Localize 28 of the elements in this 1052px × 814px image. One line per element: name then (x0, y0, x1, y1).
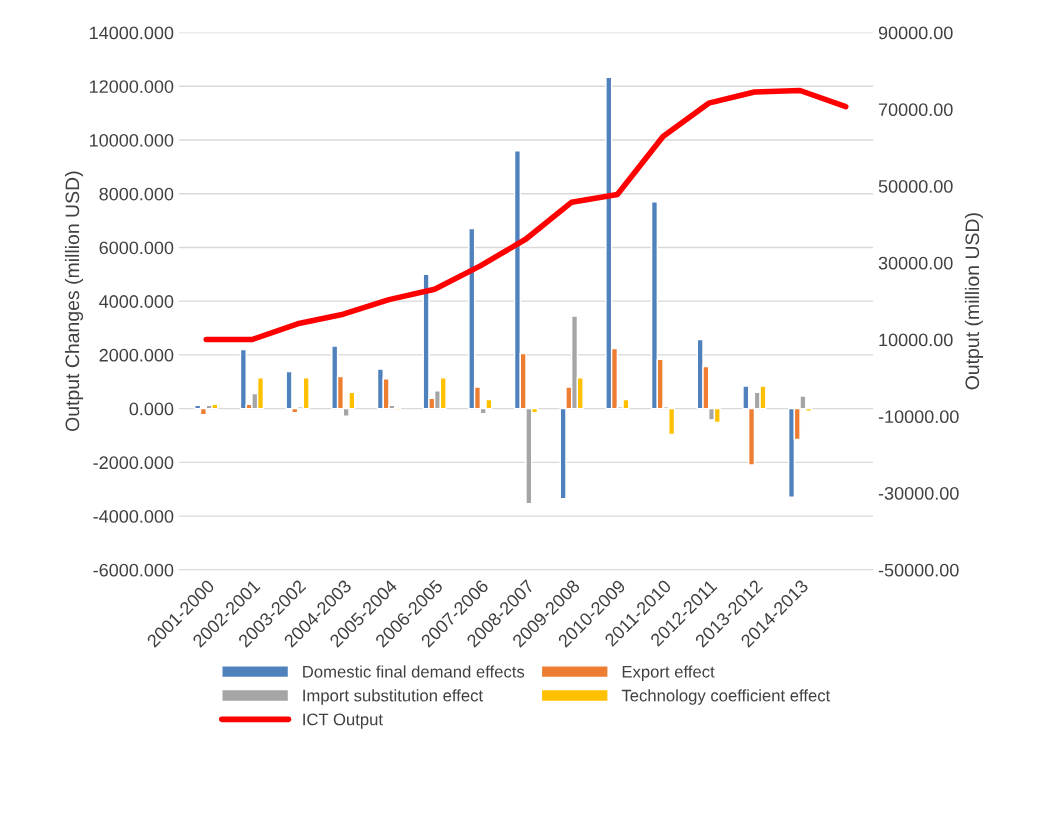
y2-tick-label: 30000.00 (878, 256, 953, 270)
bar (422, 273, 430, 410)
y-tick-label: 4000.000 (99, 295, 174, 308)
y2-tick-label: -50000.00 (878, 563, 959, 577)
y-tick-label: -4000.000 (93, 510, 174, 523)
y2-tick-label: -30000.00 (878, 486, 959, 500)
legend-label: Import substitution effect (303, 689, 483, 705)
bar (239, 348, 247, 410)
y2-tick-label: 90000.00 (878, 26, 953, 40)
y-tick-label: 8000.000 (99, 187, 174, 201)
y-tick-label: 2000.000 (99, 348, 174, 362)
y-tick-label: 0.000 (129, 402, 174, 416)
y2-axis-title: Output (million USD) (964, 213, 984, 390)
legend-label: Domestic final demand effects (303, 665, 525, 678)
y2-tick-label: 10000.00 (879, 333, 953, 347)
y-tick-label: 6000.000 (99, 241, 174, 255)
y2-tick-label: -10000.00 (878, 410, 959, 424)
y-tick-label: 14000.000 (90, 26, 174, 40)
y2-tick-label: 70000.00 (878, 103, 953, 117)
y-tick-label: -6000.000 (93, 563, 174, 577)
y-tick-label: -2000.000 (93, 456, 174, 470)
legend-label: ICT Output (303, 713, 383, 729)
y-tick-label: 10000.000 (90, 133, 174, 147)
legend-label: Export effect (622, 665, 715, 681)
y-axis-title: Output Changes (million USD) (64, 171, 84, 432)
y2-tick-label: 50000.00 (878, 179, 953, 193)
y-tick-label: 12000.000 (90, 80, 174, 93)
legend-label: Technology coefficient effect (621, 689, 831, 705)
